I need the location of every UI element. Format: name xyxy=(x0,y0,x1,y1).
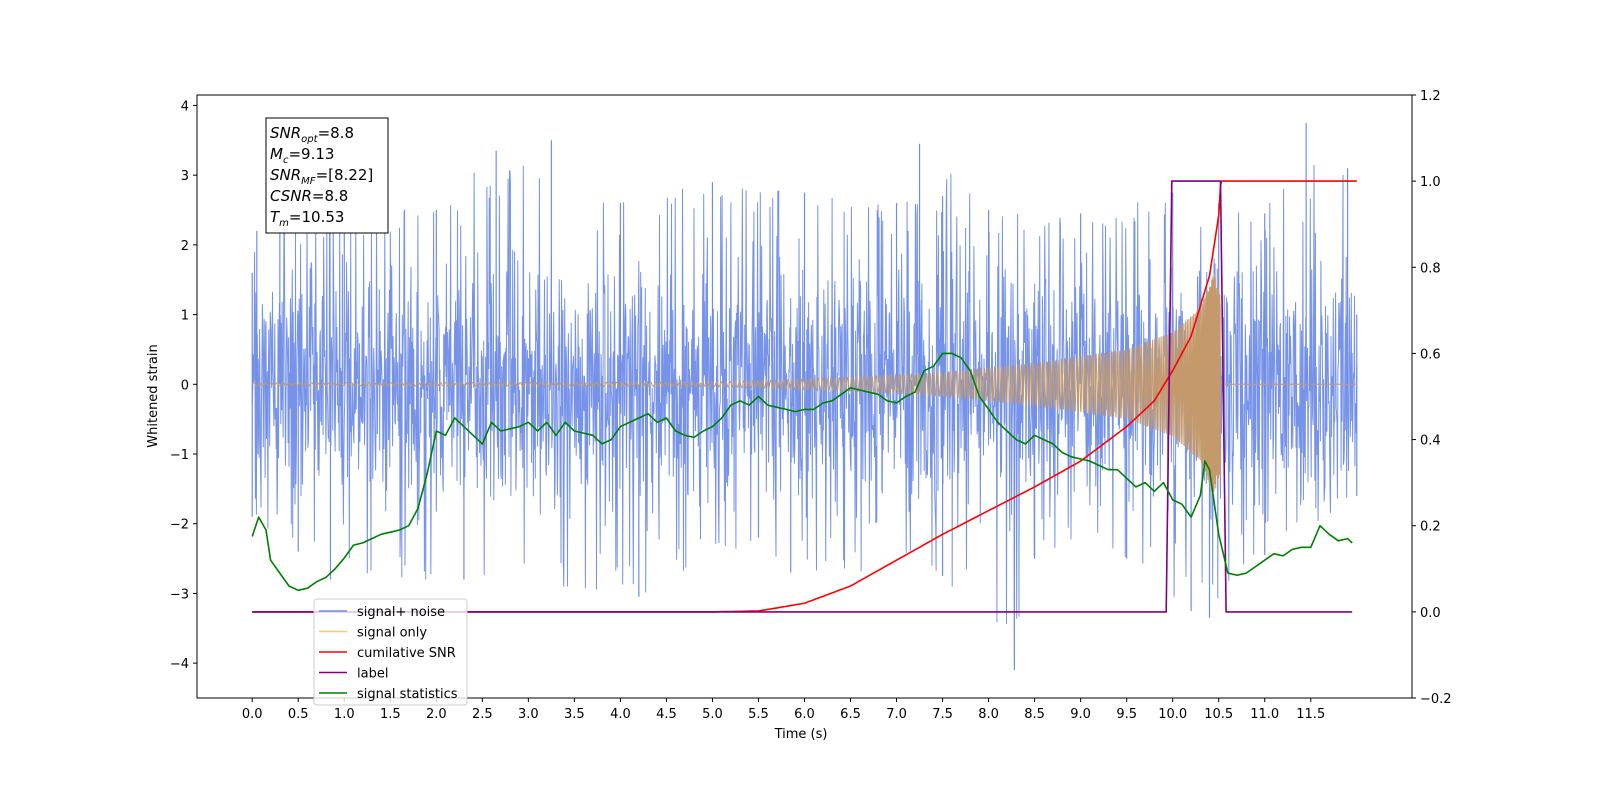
series-signal-only xyxy=(251,274,1357,493)
y2-tick-label: 0.4 xyxy=(1420,434,1441,449)
y2-tick-label: −0.2 xyxy=(1420,692,1452,707)
info-line: Mc=9.13 xyxy=(270,145,334,166)
info-line: SNRopt=8.8 xyxy=(270,124,354,145)
x-tick-label: 6.0 xyxy=(794,707,815,722)
x-tick-label: 5.5 xyxy=(748,707,769,722)
y-tick-label: 1 xyxy=(181,309,189,324)
legend-label: cumilative SNR xyxy=(357,646,456,661)
x-tick-label: 3.5 xyxy=(564,707,585,722)
x-tick-label: 4.0 xyxy=(610,707,631,722)
y-tick-label: −3 xyxy=(170,587,189,602)
y2-tick-label: 0.0 xyxy=(1420,606,1441,621)
x-tick-label: 6.5 xyxy=(840,707,861,722)
y-tick-label: −1 xyxy=(170,448,189,463)
series-signal-statistics xyxy=(251,352,1353,592)
x-tick-label: 1.5 xyxy=(380,707,401,722)
legend-label: signal only xyxy=(357,626,427,641)
x-tick-label: 8.5 xyxy=(1024,707,1045,722)
x-tick-label: 5.0 xyxy=(702,707,723,722)
x-tick-label: 11.0 xyxy=(1250,707,1279,722)
legend-label: label xyxy=(357,667,388,682)
y-tick-label: −2 xyxy=(170,518,189,533)
x-tick-label: 4.5 xyxy=(656,707,677,722)
x-tick-label: 0.5 xyxy=(288,707,309,722)
x-tick-label: 9.5 xyxy=(1116,707,1137,722)
x-axis-label: Time (s) xyxy=(774,727,828,742)
x-tick-label: 1.0 xyxy=(334,707,355,722)
y-tick-label: −4 xyxy=(170,657,189,672)
y2-tick-label: 0.2 xyxy=(1420,520,1441,535)
legend-frame xyxy=(313,598,468,706)
y-axis-right: −0.2 0.0 0.2 0.4 0.6 0.8 1.0 1.2 xyxy=(1412,89,1452,707)
x-tick-label: 0.0 xyxy=(242,707,263,722)
y-tick-label: 3 xyxy=(181,169,189,184)
x-tick-label: 11.5 xyxy=(1296,707,1325,722)
x-tick-label: 10.5 xyxy=(1204,707,1233,722)
legend-label: signal statistics xyxy=(357,687,458,702)
y-tick-label: 4 xyxy=(181,99,189,114)
x-tick-label: 2.5 xyxy=(472,707,493,722)
x-axis: 0.0 0.5 1.0 1.5 2.0 2.5 3.0 3.5 4.0 4.5 5.0 5.5 6.0 6… xyxy=(242,698,1325,722)
x-tick-label: 7.5 xyxy=(932,707,953,722)
legend: signal+ noise signal only cumilative SNR la… xyxy=(313,598,468,706)
x-tick-label: 8.0 xyxy=(978,707,999,722)
y-tick-label: 2 xyxy=(181,239,189,254)
y-tick-label: 0 xyxy=(181,378,189,393)
x-tick-label: 3.0 xyxy=(518,707,539,722)
plot-area xyxy=(251,122,1358,671)
x-tick-label: 10.0 xyxy=(1158,707,1187,722)
y2-tick-label: 1.0 xyxy=(1420,175,1441,190)
info-line: SNRMF=[8.22] xyxy=(270,166,373,187)
info-box-frame xyxy=(265,117,389,234)
x-tick-label: 9.0 xyxy=(1070,707,1091,722)
x-tick-label: 2.0 xyxy=(426,707,447,722)
y-axis-label: Whitened strain xyxy=(146,344,161,447)
y-axis-left: −4 −3 −2 −1 0 1 2 3 4 xyxy=(170,99,197,672)
y2-tick-label: 1.2 xyxy=(1420,89,1441,104)
y2-tick-label: 0.6 xyxy=(1420,347,1441,362)
y2-tick-label: 0.8 xyxy=(1420,261,1441,276)
series-label xyxy=(252,180,1353,613)
legend-label: signal+ noise xyxy=(357,605,445,620)
x-tick-label: 7.0 xyxy=(886,707,907,722)
series-cumulative-snr xyxy=(252,180,1357,613)
info-line: CSNR=8.8 xyxy=(270,187,348,205)
info-line: Tm=10.53 xyxy=(270,208,344,229)
